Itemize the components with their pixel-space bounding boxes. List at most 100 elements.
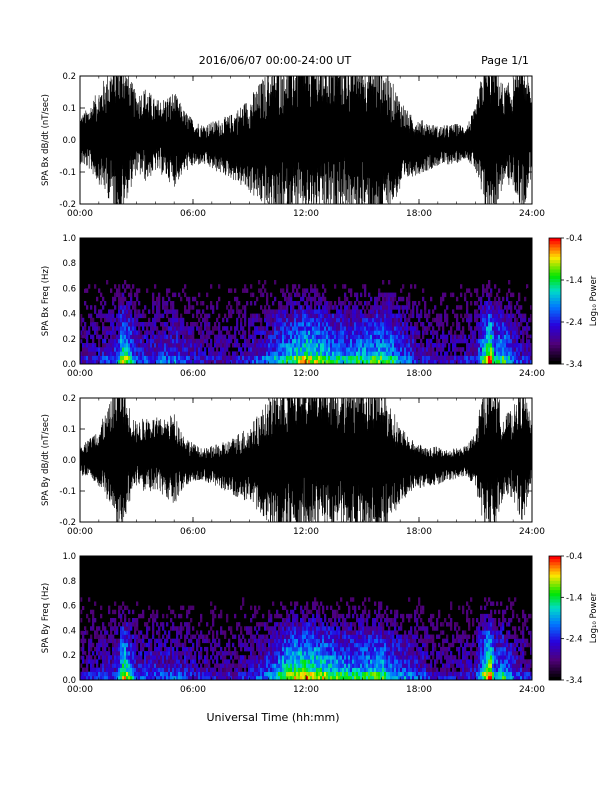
spectrogram-cell [504,305,507,310]
spectrogram-cell [122,301,125,306]
spectrogram-cell [466,347,469,352]
spectrogram-cell [108,313,111,319]
spectrogram-cell [250,301,253,306]
spectrogram-cell [128,334,131,340]
spectrogram-cell [108,671,111,677]
spectrogram-cell [302,305,305,310]
spectrogram-cell [314,597,317,602]
spectrogram-cell [354,347,357,352]
spectrogram-cell [264,326,267,331]
spectrogram-cell [510,351,513,356]
spectrogram-cell [136,626,139,631]
spectrogram-cell [474,330,477,335]
spectrogram-cell [490,330,493,335]
spectrogram-cell [248,343,251,348]
spectrogram-cell [126,675,129,681]
spectrogram-cell [386,355,389,361]
spectrogram-cell [124,663,127,668]
spectrogram-cell [234,671,237,677]
spectrogram-cell [280,626,283,631]
spectrogram-cell [282,305,285,310]
spectrogram-cell [294,313,297,319]
spectrogram-cell [302,613,305,619]
spectrogram-cell [346,305,349,310]
spectrogram-cell [118,284,121,289]
spectrogram-cell [182,355,185,361]
spectrogram-cell [290,322,293,327]
spectrogram-cell [312,634,315,639]
spectrogram-cell [458,305,461,310]
spectrogram-cell [166,613,169,619]
spectrogram-cell [118,659,121,664]
spectrogram-cell [154,326,157,331]
spectrogram-cell [380,309,383,314]
spectrogram-cell [108,659,111,664]
spectrogram-cell [256,609,259,615]
spectrogram-cell [182,659,185,664]
spectrogram-cell [298,634,301,639]
spectrogram-cell [206,313,209,319]
spectrogram-cell [148,330,151,335]
spectrogram-cell [200,338,203,344]
spectrogram-cell [172,609,175,615]
spectrogram-cell [168,646,171,652]
spectrogram-cell [458,326,461,331]
spectrogram-cell [306,613,309,619]
spectrogram-cell [206,317,209,323]
spectrogram-cell [212,651,215,656]
spectrogram-cell [510,359,513,365]
spectrogram-cell [386,326,389,331]
spectrogram-cell [310,609,313,615]
spectrogram-cell [108,634,111,639]
spectrogram-cell [334,317,337,323]
spectrogram-cell [266,343,269,348]
spectrogram-cell [294,659,297,664]
spectrogram-cell [228,334,231,340]
spectrogram-cell [348,313,351,319]
spectrogram-cell [372,347,375,352]
spectrogram-cell [122,659,125,664]
spectrogram-cell [260,330,263,335]
spectrogram-cell [280,343,283,348]
spectrogram-cell [282,655,285,660]
spectrogram-cell [288,322,291,327]
spectrogram-cell [86,655,89,660]
spectrogram-cell [100,613,103,619]
spectrogram-cell [398,343,401,348]
spectrogram-cell [276,347,279,352]
spectrogram-cell [300,330,303,335]
spectrogram-cell [350,334,353,340]
spectrogram-cell [266,322,269,327]
spectrogram-cell [294,634,297,639]
spectrogram-cell [188,359,191,365]
spectrogram-cell [364,313,367,319]
spectrogram-cell [370,309,373,314]
spectrogram-cell [288,296,291,302]
spectrogram-cell [200,646,203,652]
spectrogram-cell [312,642,315,648]
spectrogram-cell [306,343,309,348]
spectrogram-cell [286,284,289,289]
spectrogram-cell [122,317,125,323]
spectrogram-cell [244,313,247,319]
spectrogram-cell [112,626,115,631]
spectrogram-cell [318,630,321,635]
spectrogram-cell [114,675,117,681]
spectrogram-cell [470,330,473,335]
spectrogram-cell [126,605,129,611]
spectrogram-cell [260,671,263,677]
spectrogram-cell [308,634,311,639]
spectrogram-cell [308,651,311,656]
spectrogram-cell [524,355,527,361]
spectrogram-cell [330,634,333,639]
spectrogram-cell [384,359,387,365]
spectrogram-cell [288,618,291,623]
spectrogram-cell [92,622,95,627]
spectrogram-cell [116,288,119,293]
spectrogram-cell [114,642,117,648]
spectrogram-cell [340,334,343,340]
spectrogram-cell [178,359,181,365]
spectrogram-cell [414,301,417,306]
spectrogram-cell [334,667,337,673]
spectrogram-cell [522,334,525,340]
